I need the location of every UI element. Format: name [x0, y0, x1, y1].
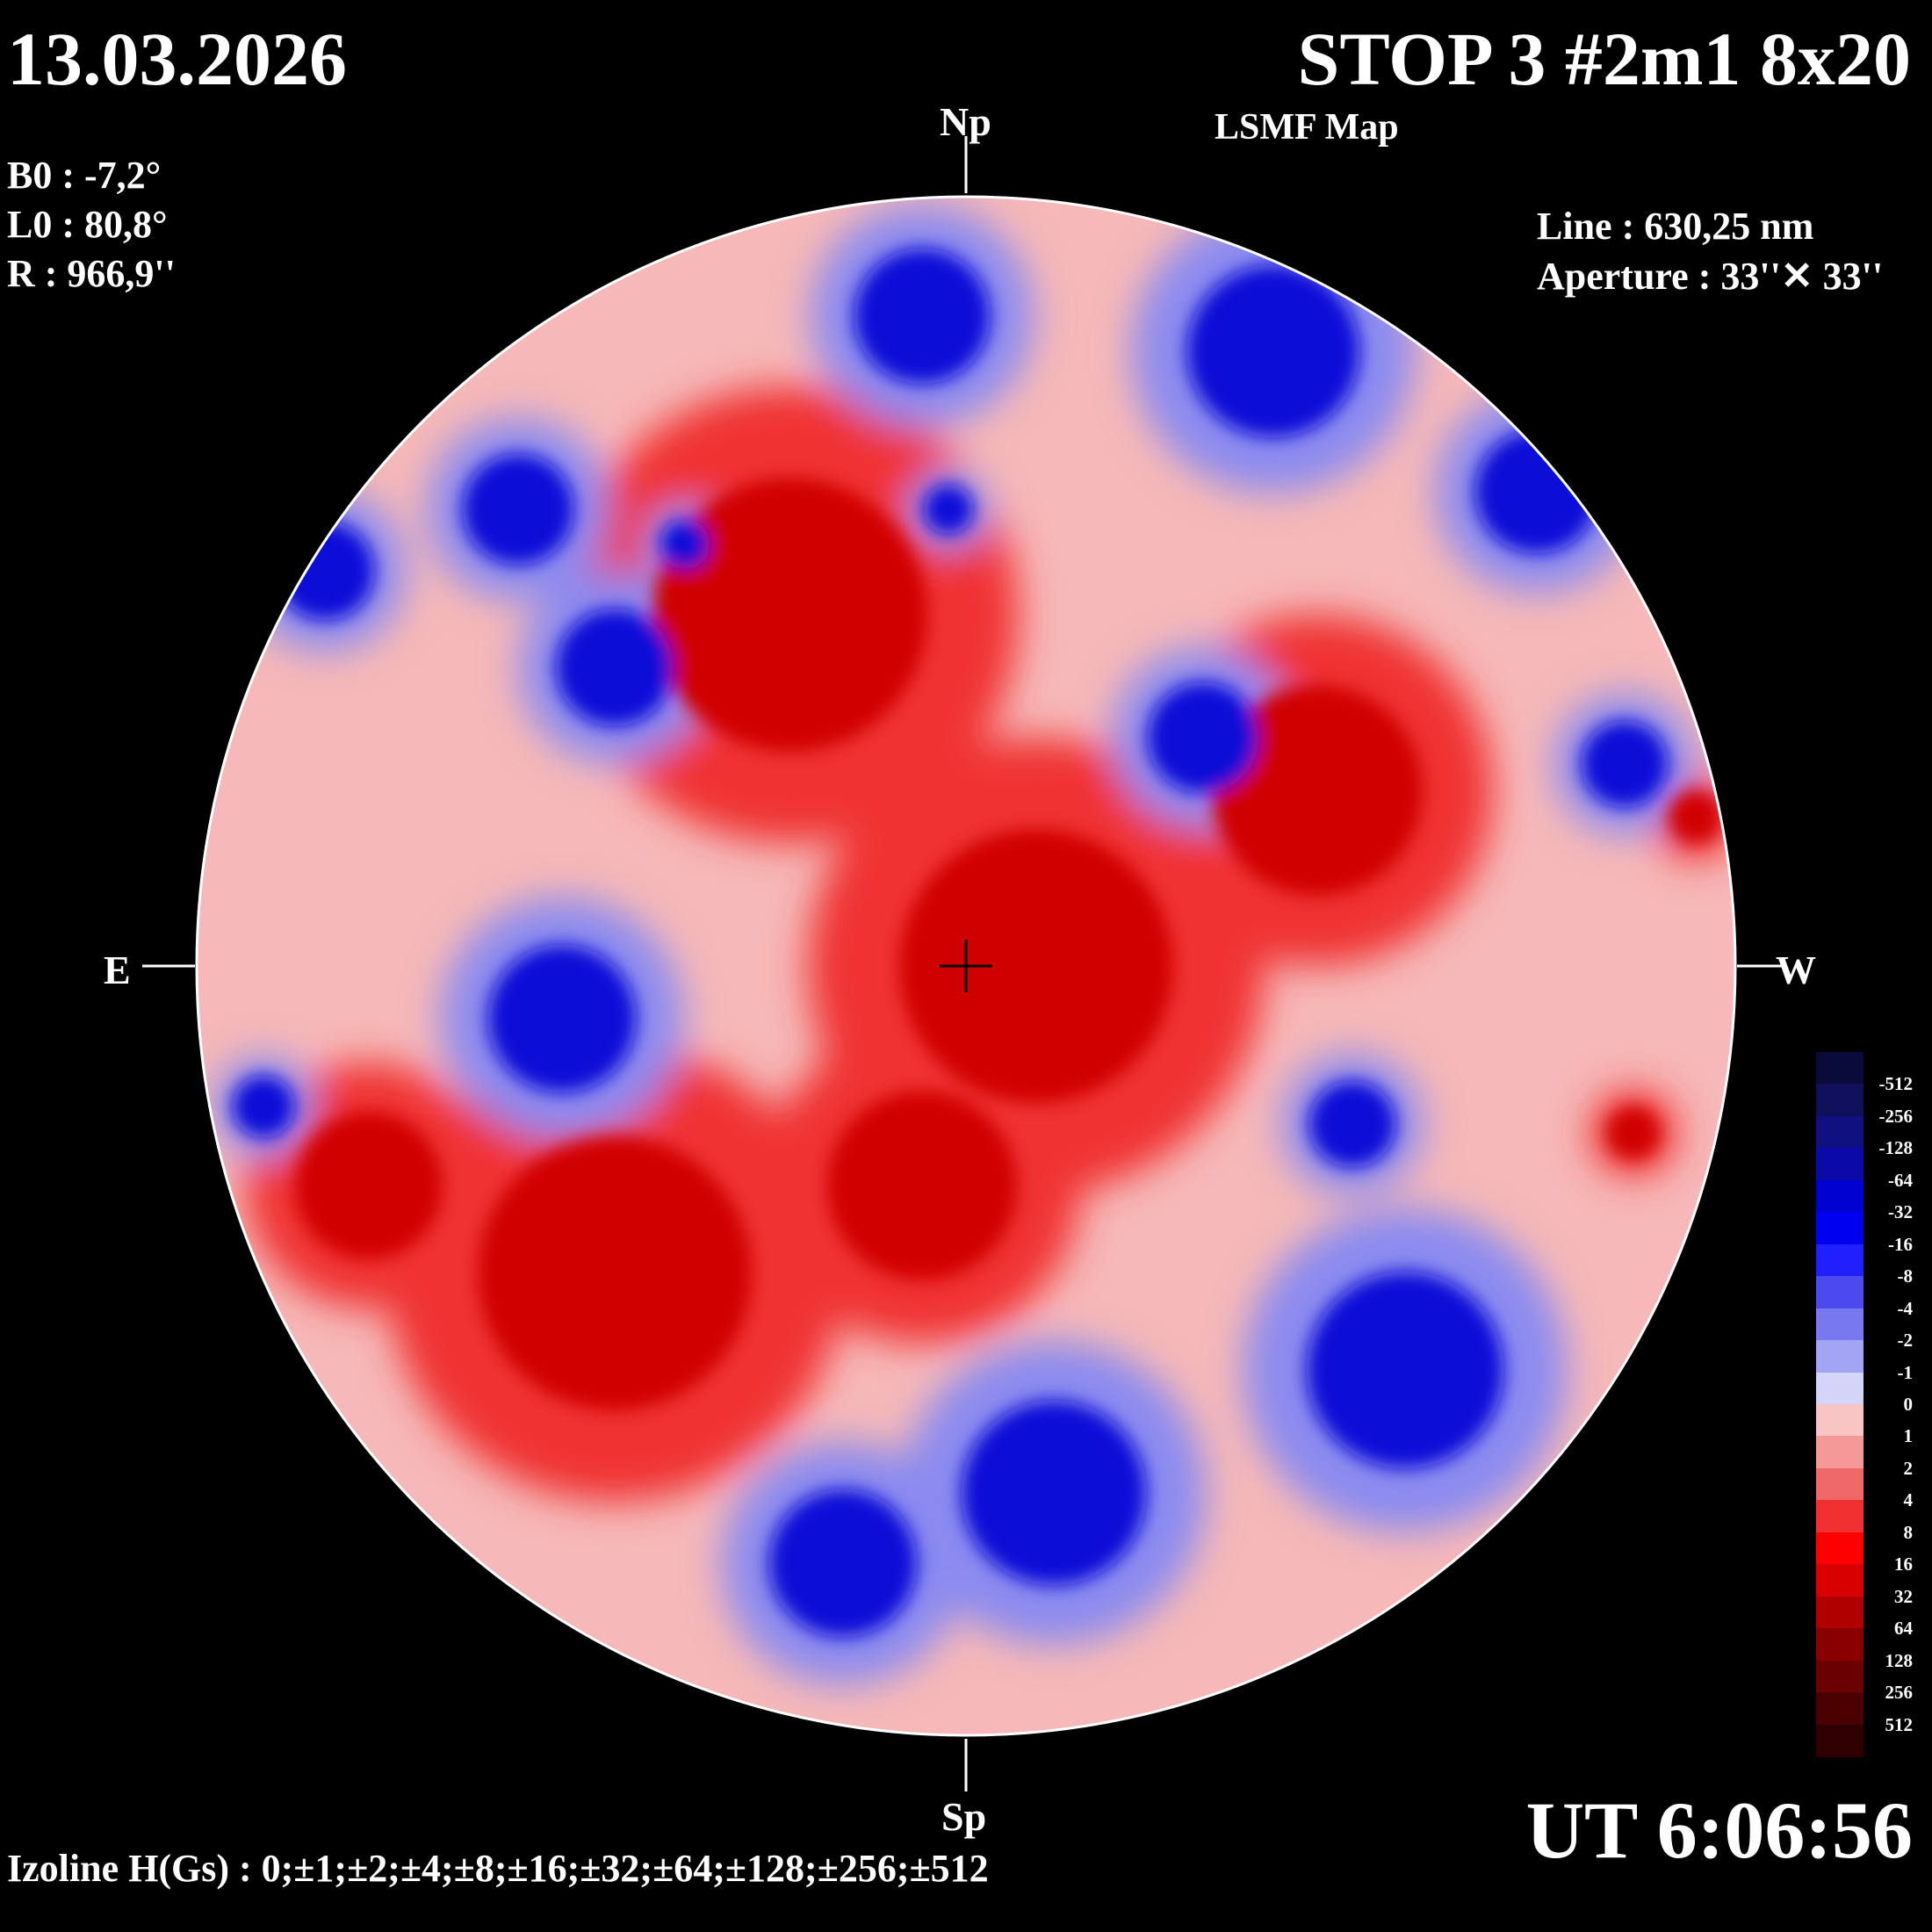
spectral-line: Line : 630,25 nm	[1537, 205, 1814, 248]
scale-swatch	[1816, 1467, 1864, 1502]
positive-field-core	[478, 1136, 752, 1410]
scale-swatch	[1816, 1628, 1864, 1662]
south-pole-label: Sp	[941, 1794, 987, 1839]
west-label: W	[1776, 948, 1816, 992]
scale-label: 0	[1903, 1394, 1914, 1415]
positive-field-core	[1607, 1107, 1660, 1159]
scale-swatch	[1816, 1692, 1864, 1726]
negative-field-core	[660, 520, 710, 569]
scale-swatch	[1816, 1404, 1864, 1438]
scale-swatch	[1816, 1372, 1864, 1405]
scale-label: -4	[1897, 1297, 1914, 1319]
scale-swatch	[1816, 1340, 1864, 1373]
observation-date: 13.03.2026	[7, 17, 347, 101]
scale-swatch	[1816, 1276, 1864, 1309]
scale-swatch	[1816, 1084, 1864, 1117]
scale-swatch	[1816, 1500, 1864, 1533]
scale-label: 2	[1903, 1457, 1914, 1479]
scale-label: 128	[1885, 1649, 1914, 1671]
scale-label: 1	[1903, 1425, 1914, 1447]
negative-field-core	[1187, 265, 1359, 437]
scale-label: -32	[1888, 1201, 1913, 1223]
scale-label: -2	[1897, 1330, 1914, 1352]
scale-swatch	[1816, 1179, 1864, 1214]
scale-label: 4	[1903, 1489, 1914, 1511]
scale-label: 16	[1894, 1554, 1913, 1575]
negative-field-core	[1148, 682, 1258, 793]
positive-field-core	[653, 478, 927, 752]
scale-label: -8	[1897, 1265, 1914, 1287]
negative-field-core	[769, 1489, 917, 1637]
scale-label: 32	[1894, 1585, 1913, 1607]
izoline-legend: Izoline H(Gs) : 0;±1;±2;±4;±8;±16;±32;±6…	[7, 1847, 989, 1890]
east-label: E	[104, 948, 131, 992]
negative-field-core	[854, 249, 990, 384]
scale-label: 8	[1903, 1521, 1914, 1543]
ut-time: UT 6:06:56	[1525, 1785, 1913, 1875]
scale-swatch	[1816, 1660, 1864, 1694]
scale-label: 64	[1894, 1618, 1913, 1640]
scale-swatch	[1816, 1724, 1864, 1757]
scale-label: 256	[1885, 1682, 1914, 1704]
negative-field-core	[556, 609, 674, 726]
scale-swatch	[1816, 1148, 1864, 1181]
positive-field-core	[1212, 685, 1423, 896]
scale-label: -1	[1897, 1361, 1914, 1383]
scale-swatch	[1816, 1596, 1864, 1630]
negative-field-core	[488, 945, 636, 1092]
negative-field-core	[962, 1401, 1146, 1585]
scale-label: -512	[1878, 1073, 1914, 1095]
scale-label: 512	[1885, 1713, 1914, 1735]
map-title: STOP 3 #2m1 8x20	[1297, 17, 1911, 101]
negative-field-core	[1307, 1272, 1503, 1468]
scale-swatch	[1816, 1212, 1864, 1245]
scale-label: -64	[1888, 1169, 1913, 1191]
scale-swatch	[1816, 1532, 1864, 1566]
b0-param: B0 : -7,2°	[7, 154, 162, 197]
disk-limb	[195, 195, 1737, 1737]
positive-field-core	[827, 1091, 1017, 1280]
north-pole-label: Np	[940, 99, 991, 144]
aperture: Aperture : 33''✕ 33''	[1537, 255, 1884, 298]
negative-field-core	[276, 522, 374, 620]
positive-field-core	[899, 829, 1173, 1103]
negative-field-core	[924, 485, 973, 534]
scale-swatch	[1816, 1436, 1864, 1469]
negative-field-core	[1309, 1081, 1395, 1167]
scale-label: -16	[1888, 1233, 1913, 1255]
positive-field-core	[1669, 790, 1721, 843]
color-scale-bar	[1816, 1052, 1864, 1757]
negative-field-core	[233, 1076, 294, 1137]
scale-swatch	[1816, 1115, 1864, 1150]
negative-field-core	[1582, 721, 1668, 807]
positive-field-core	[295, 1112, 443, 1259]
scale-label: -128	[1878, 1137, 1914, 1159]
l0-param: L0 : 80,8°	[7, 203, 168, 246]
scale-swatch	[1816, 1052, 1864, 1085]
radius-param: R : 966,9''	[7, 252, 176, 295]
scale-label: -256	[1878, 1105, 1914, 1127]
negative-field-core	[463, 454, 573, 565]
scale-swatch	[1816, 1308, 1864, 1342]
scale-swatch	[1816, 1564, 1864, 1597]
scale-swatch	[1816, 1244, 1864, 1278]
map-subtitle: LSMF Map	[1215, 107, 1399, 148]
